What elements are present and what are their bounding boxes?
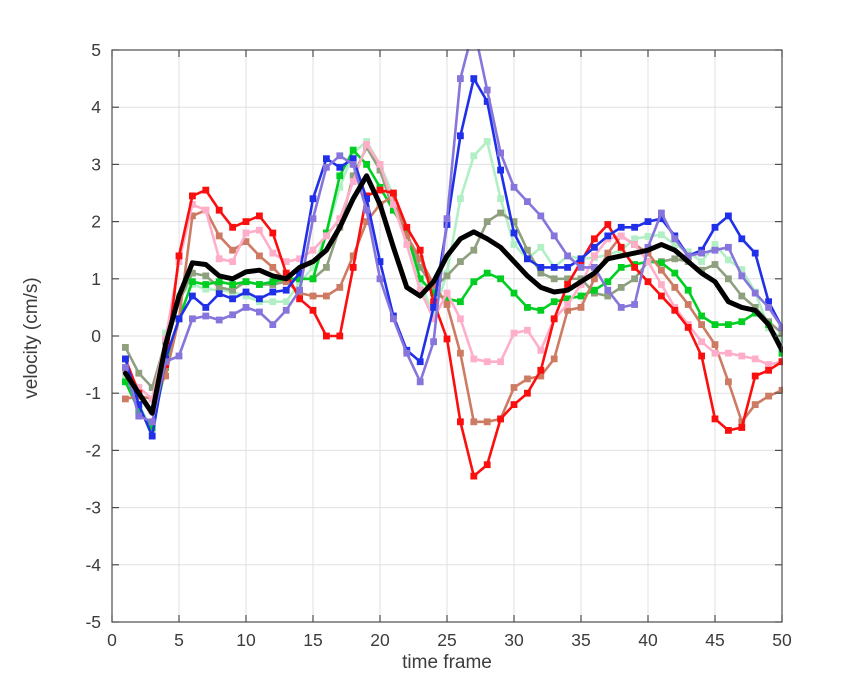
- series-purple-trace: [122, 49, 783, 426]
- x-axis-label: time frame: [402, 652, 492, 673]
- svg-text:-3: -3: [85, 498, 101, 518]
- svg-text:4: 4: [91, 97, 101, 117]
- svg-text:3: 3: [91, 154, 101, 174]
- svg-text:0: 0: [91, 326, 101, 346]
- svg-text:25: 25: [437, 630, 456, 650]
- series-mean-trace: [122, 173, 783, 416]
- y-axis-label: velocity (cm/s): [21, 277, 42, 399]
- svg-text:-5: -5: [85, 612, 101, 632]
- svg-text:45: 45: [705, 630, 724, 650]
- axes-box: [111, 49, 783, 623]
- svg-text:30: 30: [504, 630, 524, 650]
- series-salmon-trace: [122, 192, 783, 426]
- svg-text:5: 5: [91, 40, 101, 60]
- svg-text:2: 2: [91, 212, 101, 232]
- svg-text:1: 1: [91, 269, 101, 289]
- svg-text:40: 40: [638, 630, 658, 650]
- svg-text:-1: -1: [85, 383, 101, 403]
- svg-text:-2: -2: [85, 440, 101, 460]
- svg-text:10: 10: [236, 630, 256, 650]
- svg-text:5: 5: [174, 630, 184, 650]
- svg-text:35: 35: [571, 630, 590, 650]
- svg-text:-4: -4: [85, 555, 101, 575]
- svg-text:50: 50: [772, 630, 792, 650]
- svg-text:15: 15: [303, 630, 322, 650]
- svg-text:20: 20: [370, 630, 390, 650]
- svg-text:0: 0: [107, 630, 117, 650]
